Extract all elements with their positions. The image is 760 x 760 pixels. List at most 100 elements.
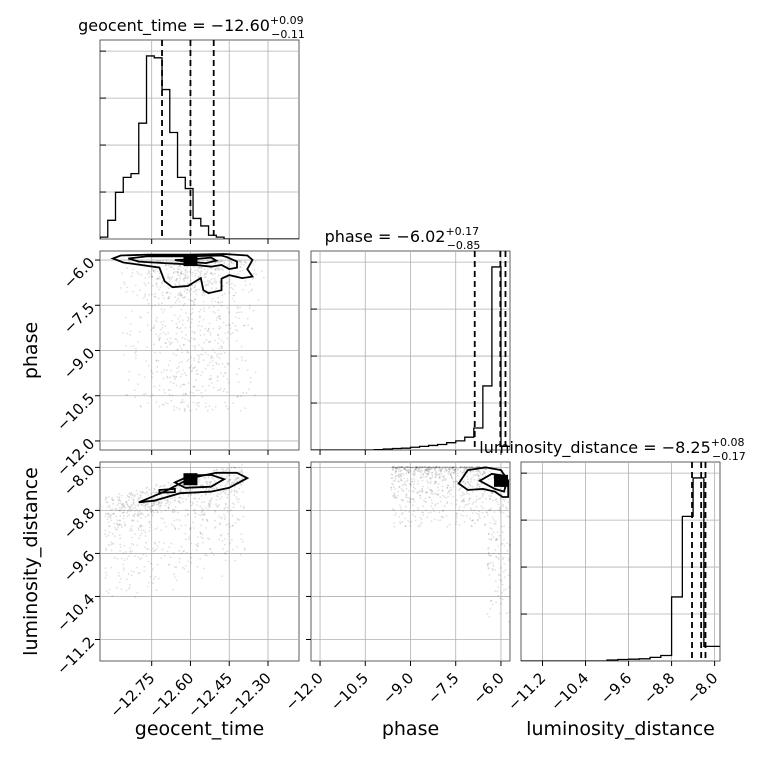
- scatter-point: [437, 502, 439, 505]
- scatter-point: [174, 338, 177, 340]
- scatter-point: [137, 497, 140, 500]
- scatter-point: [162, 518, 165, 520]
- scatter-point: [147, 311, 150, 314]
- scatter-point: [129, 551, 132, 553]
- scatter-point: [502, 531, 504, 533]
- scatter-point: [160, 505, 162, 507]
- scatter-point: [167, 506, 170, 508]
- scatter-point: [505, 491, 507, 493]
- scatter-point: [137, 341, 140, 343]
- scatter-point: [110, 549, 113, 552]
- scatter-point: [436, 473, 439, 476]
- scatter-point: [218, 262, 221, 265]
- scatter-point: [142, 504, 145, 507]
- scatter-point: [218, 327, 221, 330]
- scatter-point: [464, 482, 467, 485]
- scatter-point: [408, 469, 411, 472]
- scatter-point: [205, 493, 207, 496]
- scatter-point: [424, 466, 427, 468]
- scatter-point: [418, 490, 420, 493]
- scatter-point: [219, 318, 222, 320]
- scatter-point: [427, 466, 430, 469]
- scatter-point: [484, 471, 486, 474]
- scatter-point: [242, 324, 245, 327]
- scatter-point: [390, 477, 393, 480]
- scatter-point: [129, 508, 132, 510]
- scatter-point: [216, 487, 219, 489]
- scatter-point: [220, 475, 223, 477]
- scatter-point: [218, 389, 221, 392]
- scatter-point: [506, 507, 508, 510]
- scatter-point: [398, 466, 401, 469]
- scatter-point: [199, 266, 201, 269]
- scatter-point: [207, 537, 209, 540]
- scatter-point: [509, 543, 511, 546]
- scatter-point: [391, 466, 394, 469]
- scatter-point: [495, 555, 498, 558]
- scatter-point: [218, 538, 221, 541]
- scatter-point: [167, 506, 170, 509]
- scatter-point: [122, 563, 124, 566]
- scatter-point: [156, 370, 159, 373]
- scatter-point: [427, 470, 430, 473]
- scatter-point: [199, 505, 202, 508]
- scatter-point: [182, 393, 185, 396]
- scatter-point: [224, 372, 227, 375]
- scatter-point: [404, 517, 407, 520]
- scatter-point: [194, 298, 197, 301]
- scatter-point: [175, 271, 177, 273]
- scatter-point: [186, 288, 189, 291]
- scatter-point: [192, 521, 195, 524]
- scatter-point: [137, 272, 140, 275]
- scatter-point: [463, 500, 465, 503]
- scatter-point: [167, 507, 170, 510]
- scatter-point: [142, 502, 145, 505]
- scatter-point: [183, 408, 186, 411]
- scatter-point: [493, 511, 496, 513]
- scatter-point: [237, 381, 240, 384]
- scatter-point: [191, 311, 194, 314]
- scatter-point: [417, 468, 420, 471]
- scatter-point: [454, 468, 456, 471]
- scatter-point: [401, 473, 404, 475]
- scatter-point: [204, 367, 207, 370]
- scatter-point: [437, 467, 440, 470]
- scatter-point: [399, 521, 401, 523]
- scatter-point: [401, 521, 404, 523]
- scatter-point: [231, 524, 234, 527]
- scatter-point: [487, 552, 490, 555]
- scatter-point: [236, 480, 239, 483]
- scatter-point: [414, 472, 416, 474]
- scatter-point: [391, 469, 394, 471]
- scatter-point: [128, 514, 130, 516]
- scatter-point: [430, 467, 432, 469]
- scatter-point: [465, 466, 468, 469]
- scatter-point: [199, 329, 202, 332]
- scatter-point: [119, 519, 122, 522]
- scatter-point: [215, 469, 218, 472]
- scatter-point: [498, 509, 501, 512]
- scatter-point: [112, 499, 115, 501]
- scatter-point: [149, 575, 152, 578]
- scatter-point: [500, 579, 503, 582]
- scatter-point: [424, 472, 427, 474]
- scatter-point: [421, 466, 424, 468]
- scatter-point: [213, 487, 216, 490]
- scatter-point: [200, 501, 203, 504]
- scatter-point: [216, 317, 218, 319]
- scatter-point: [239, 409, 242, 412]
- hist-title-sup-phase: +0.17: [445, 225, 479, 238]
- scatter-point: [159, 333, 162, 335]
- scatter-point: [431, 474, 434, 476]
- scatter-point: [497, 558, 500, 561]
- scatter-point: [215, 261, 217, 264]
- scatter-point: [217, 334, 219, 337]
- scatter-point: [180, 490, 182, 493]
- scatter-point: [415, 468, 418, 471]
- scatter-point: [249, 376, 252, 379]
- scatter-point: [175, 406, 178, 409]
- scatter-point: [184, 392, 187, 395]
- scatter-point: [485, 497, 487, 500]
- scatter-point: [177, 370, 180, 373]
- scatter-point: [171, 508, 174, 511]
